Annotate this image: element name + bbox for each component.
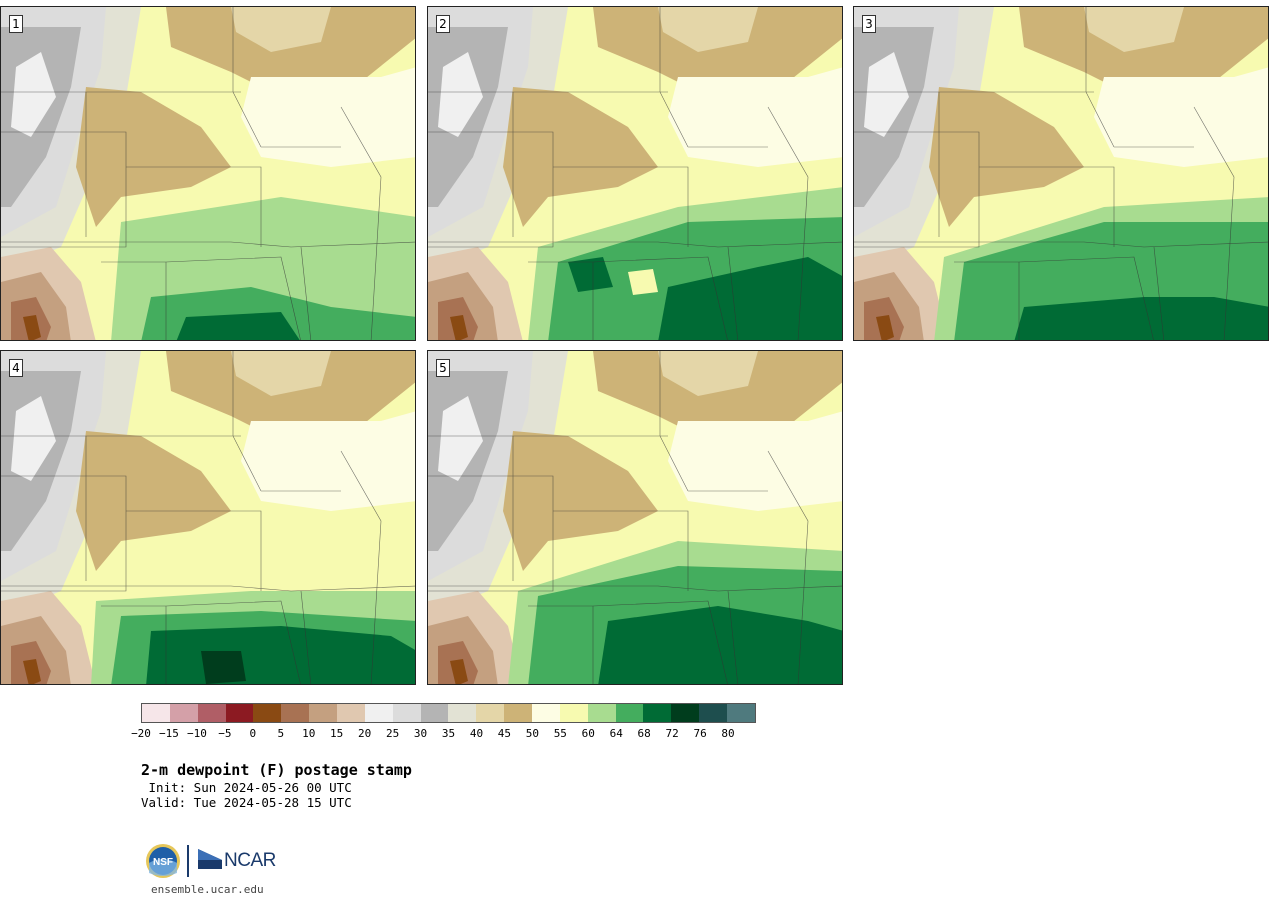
colorbar-tick-label: −10 [186,727,207,740]
colorbar-tick-label: −20 [131,727,151,740]
colorbar-tick-labels: −20 −15 −10 −5 0 5 10 15 20 25 30 35 40 45 50 55 60 64 68 7… [0,727,900,741]
colorbar-tick-label: 55 [553,727,567,740]
dewpoint-colorbar [141,703,756,723]
dewpoint-map [854,7,1268,340]
dewpoint-map [1,351,415,684]
colorbar-swatch [727,704,755,722]
valid-time: Valid: Tue 2024-05-28 15 UTC [141,795,352,810]
colorbar-swatch [587,704,616,722]
colorbar-swatch [559,704,588,722]
ensemble-member-map-5: 5 [427,350,843,685]
ensemble-member-map-4: 4 [0,350,416,685]
colorbar-tick-label: 15 [330,727,344,740]
colorbar-tick-label: 5 [277,727,285,740]
ensemble-member-map-2: 2 [427,6,843,341]
colorbar-tick-label: 35 [441,727,456,740]
colorbar-swatch [253,704,282,722]
colorbar-tick-label: 30 [413,727,428,740]
colorbar-tick-label: 45 [497,727,512,740]
colorbar-tick-label: 80 [721,727,735,740]
colorbar-swatch [364,704,393,722]
website-url: ensemble.ucar.edu [151,883,264,896]
colorbar-tick-label: 20 [358,727,372,740]
colorbar-tick-label: 25 [385,727,400,740]
colorbar-swatch [337,704,365,722]
dewpoint-map [1,7,415,340]
colorbar-swatch [392,704,421,722]
colorbar-tick-label: 40 [469,727,484,740]
colorbar-swatch [532,704,560,722]
ncar-mark-icon [198,849,222,869]
colorbar-swatch [504,704,533,722]
colorbar-tick-label: 76 [693,727,707,740]
init-time: Init: Sun 2024-05-26 00 UTC [141,780,352,795]
colorbar-swatch [643,704,672,722]
colorbar-swatch [671,704,700,722]
nsf-logo-icon: NSF [146,844,180,878]
colorbar-swatch [309,704,338,722]
nsf-logo-text: NSF [153,857,173,868]
colorbar-swatch [699,704,728,722]
colorbar-tick-label: 64 [609,727,623,740]
product-title: 2-m dewpoint (F) postage stamp [141,761,412,779]
dewpoint-map [428,351,842,684]
colorbar-swatch [225,704,254,722]
member-label: 4 [9,359,23,377]
colorbar-swatch [142,704,170,722]
colorbar-tick-label: −15 [159,727,179,740]
colorbar-tick-label: 68 [637,727,651,740]
colorbar-tick-label: 60 [581,727,595,740]
member-label: 1 [9,15,23,33]
colorbar-swatch [615,704,644,722]
colorbar-swatch [476,704,505,722]
logo-divider [187,845,189,877]
colorbar-tick-label: 50 [525,727,539,740]
colorbar-swatch [448,704,477,722]
colorbar-tick-label: 0 [249,727,257,740]
ensemble-member-map-1: 1 [0,6,416,341]
colorbar-tick-label: −5 [218,727,232,740]
colorbar-tick-label: 72 [665,727,679,740]
member-label: 2 [436,15,450,33]
member-label: 5 [436,359,450,377]
ncar-logo-text: NCAR [224,850,276,871]
colorbar-swatch [169,704,198,722]
member-label: 3 [862,15,876,33]
colorbar-swatch [197,704,226,722]
colorbar-swatch [420,704,449,722]
ensemble-member-map-3: 3 [853,6,1269,341]
dewpoint-map [428,7,842,340]
colorbar-swatch [281,704,310,722]
colorbar-tick-label: 10 [302,727,316,740]
